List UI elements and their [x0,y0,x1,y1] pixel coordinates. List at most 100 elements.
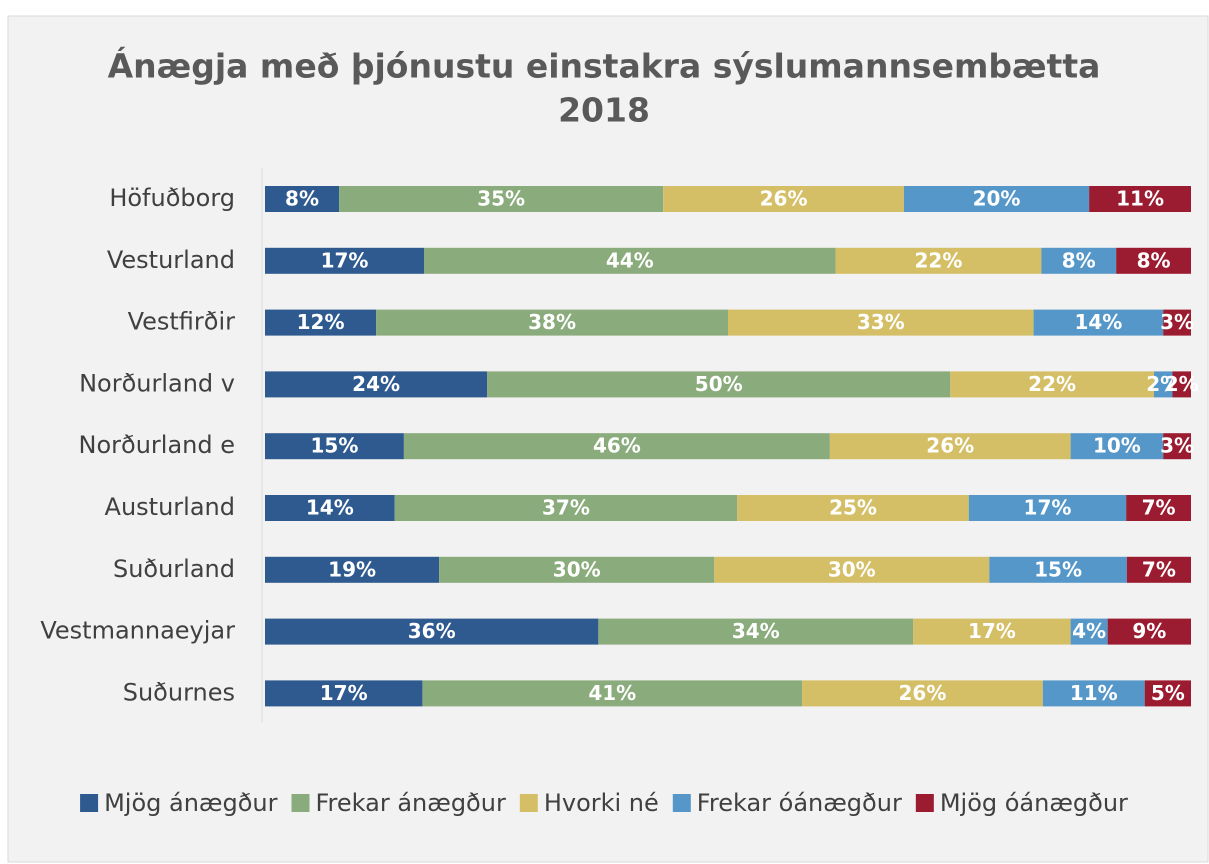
data-label: 17% [968,619,1016,643]
data-label: 3% [1160,434,1194,458]
y-tick-label: Austurland [105,493,235,521]
bar-segment [394,495,738,521]
bar-segment [989,556,1127,583]
data-label: 26% [899,681,947,705]
data-label: 26% [760,187,808,211]
bar-segment [265,371,488,398]
data-label: 8% [1137,248,1171,272]
data-label: 10% [1093,434,1141,458]
bar-segment [1070,618,1108,645]
data-label: 30% [828,557,876,581]
bar-segment [1126,556,1191,583]
bar-segment [265,495,395,521]
data-label: 41% [588,681,636,705]
y-tick-label: Höfuðborg [109,184,235,212]
bar-segment [598,618,914,645]
data-label: 35% [477,187,525,211]
y-tick-label: Suðurnes [123,678,235,706]
data-label: 30% [553,557,601,581]
bar-segment [1163,433,1191,460]
legend-swatch [519,794,538,812]
data-label: 15% [1034,557,1082,581]
bar-segment [950,371,1154,398]
data-label: 38% [528,310,576,334]
legend-label: Frekar óánægður [697,789,902,817]
data-label: 11% [1116,187,1164,211]
data-label: 15% [311,434,359,458]
data-label: 24% [352,372,400,396]
legend-label: Mjög óánægður [940,789,1128,817]
bar-segment [265,247,425,274]
data-label: 22% [1028,372,1076,396]
bar-segment [1126,495,1191,521]
data-label: 12% [297,310,345,334]
bar-segment [265,556,440,583]
bar-segment [265,186,340,212]
bar-segment [1042,680,1145,707]
data-label: 46% [593,434,641,458]
data-label: 25% [829,496,877,520]
data-label: 9% [1132,619,1166,643]
data-label: 8% [285,187,319,211]
bar-segment [376,309,728,336]
y-tick-label: Norðurland e [79,431,235,459]
bar-segment [714,556,990,583]
data-label: 2% [1165,372,1199,396]
data-label: 37% [542,496,590,520]
y-tick-label: Vesturland [107,246,235,274]
bar-segment [1144,680,1191,707]
data-label: 11% [1070,681,1118,705]
bar-segment [1107,618,1191,645]
bar-segment [422,680,803,707]
legend-label: Hvorki né [544,789,659,817]
data-label: 7% [1142,496,1176,520]
bar-segment [339,186,664,212]
data-label: 33% [857,310,905,334]
bar-segment [835,247,1042,274]
data-label: 34% [732,619,780,643]
data-label: 7% [1142,557,1176,581]
chart-title: Ánægja með þjónustu einstakra sýslumanns… [108,46,1101,86]
bar-segment [424,247,836,274]
data-label: 20% [973,187,1021,211]
bar-segment [1163,309,1191,336]
data-label: 26% [926,434,974,458]
bar-segment [265,618,599,645]
bar-segment [265,680,423,707]
data-label: 17% [321,248,369,272]
bar-segment [403,433,830,460]
bar-segment [265,309,377,336]
y-tick-label: Suðurland [113,555,235,583]
bar-segment [265,433,404,460]
bar-segment [903,186,1090,212]
bar-segment [829,433,1071,460]
data-label: 50% [695,372,743,396]
legend-swatch [672,794,691,812]
bar-segment [487,371,951,398]
bar-segment [663,186,904,212]
bar-segment [737,495,969,521]
bar-segment [1153,371,1173,398]
bar-segment [968,495,1127,521]
data-label: 14% [306,496,354,520]
data-label: 36% [408,619,456,643]
legend-swatch [291,794,310,812]
data-label: 8% [1062,248,1096,272]
legend-label: Mjög ánægður [104,789,278,817]
data-label: 19% [328,557,376,581]
legend-swatch [915,794,934,812]
bar-segment [1033,309,1164,336]
bar-segment [1116,247,1191,274]
bar-segment [439,556,715,583]
bar-segment [802,680,1043,707]
bar-segment [1070,433,1164,460]
bar-segment [1041,247,1117,274]
y-tick-label: Vestfirðir [128,308,236,336]
data-label: 17% [320,681,368,705]
data-label: 22% [915,248,963,272]
chart-subtitle: 2018 [558,91,650,130]
data-label: 14% [1074,310,1122,334]
legend-label: Frekar ánægður [315,789,505,817]
